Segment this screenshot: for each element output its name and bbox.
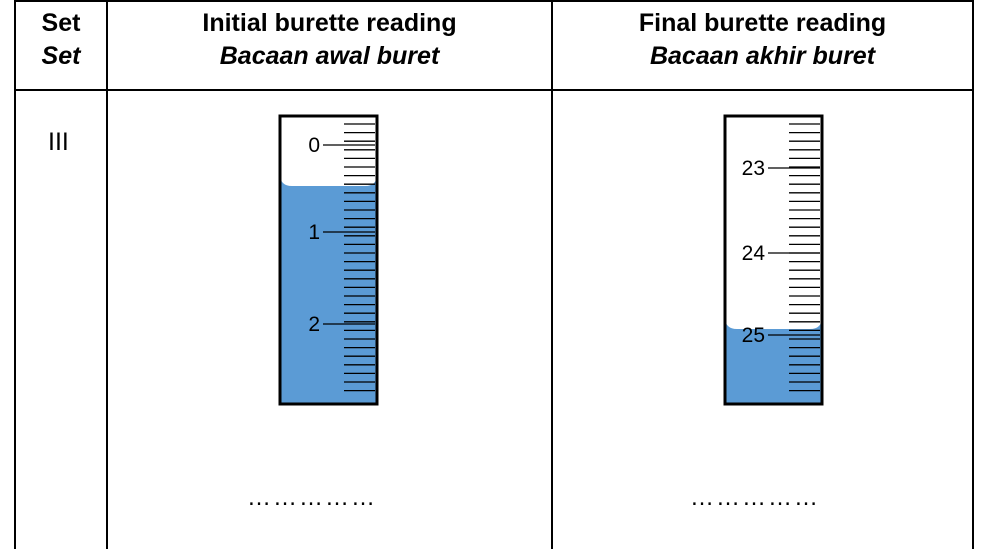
liquid-meniscus bbox=[280, 174, 377, 188]
header-final: Final burette reading Bacaan akhir buret bbox=[553, 7, 972, 73]
header-initial: Initial burette reading Bacaan awal bure… bbox=[108, 7, 551, 73]
final-reading-answer-blank[interactable]: …………… bbox=[690, 484, 820, 511]
header-initial-ms: Bacaan awal buret bbox=[219, 42, 440, 70]
burette-liquid bbox=[280, 186, 377, 404]
set-number: III bbox=[48, 128, 69, 156]
burette-scale-ticks bbox=[768, 123, 820, 392]
initial-burette: 0 1 2 bbox=[278, 114, 379, 406]
scale-label: 0 bbox=[308, 134, 320, 157]
burette-scale-labels: 0 1 2 bbox=[308, 134, 320, 336]
scale-label: 24 bbox=[742, 242, 766, 265]
burette-scale-ticks bbox=[323, 123, 375, 392]
scale-label: 25 bbox=[742, 324, 765, 347]
liquid-meniscus bbox=[725, 317, 822, 331]
table-border-top bbox=[14, 0, 974, 2]
header-set-en: Set bbox=[41, 9, 81, 37]
scale-label: 1 bbox=[308, 221, 320, 244]
initial-reading-answer-blank[interactable]: …………… bbox=[247, 484, 377, 511]
column-divider-1 bbox=[106, 0, 108, 549]
header-final-ms: Bacaan akhir buret bbox=[649, 42, 876, 70]
final-burette: 23 24 25 bbox=[723, 114, 824, 406]
header-set-ms: Set bbox=[41, 42, 81, 70]
table-border-right bbox=[972, 0, 974, 549]
column-divider-2 bbox=[551, 0, 553, 549]
table-border-left bbox=[14, 0, 16, 549]
header-initial-en: Initial burette reading bbox=[202, 9, 457, 37]
scale-label: 2 bbox=[308, 313, 320, 336]
burette-outline bbox=[278, 114, 379, 406]
header-divider bbox=[14, 89, 974, 91]
header-final-en: Final burette reading bbox=[638, 9, 887, 37]
header-set: Set Set bbox=[16, 7, 106, 73]
burette-liquid bbox=[725, 329, 822, 404]
burette-scale-labels: 23 24 25 bbox=[742, 157, 766, 347]
scale-label: 23 bbox=[742, 157, 765, 180]
burette-outline bbox=[723, 114, 824, 406]
